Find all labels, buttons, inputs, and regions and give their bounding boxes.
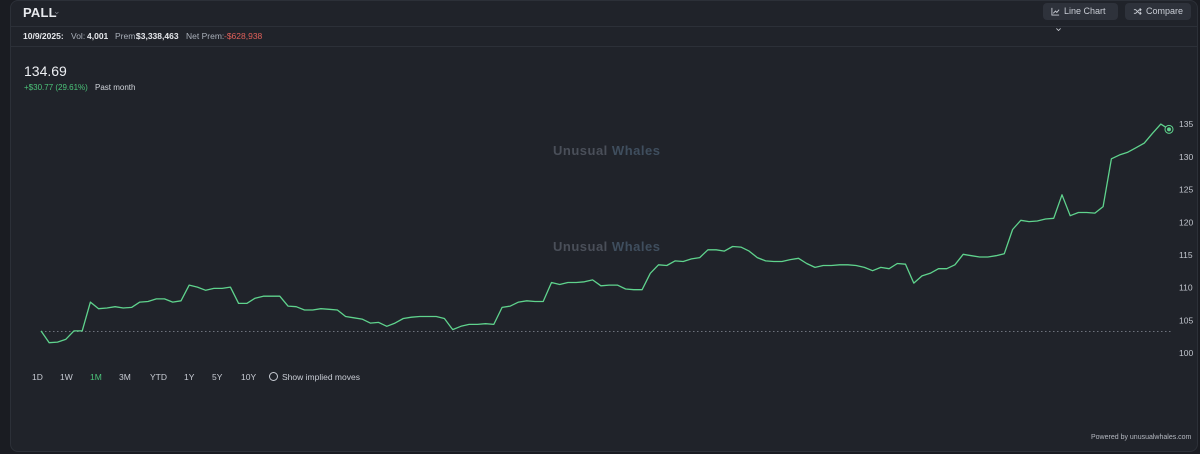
implied-moves-toggle[interactable]: Show implied moves: [269, 372, 360, 382]
y-tick-label: 130: [1179, 152, 1193, 162]
line-chart-icon: [1051, 7, 1060, 16]
range-10y[interactable]: 10Y: [241, 372, 257, 382]
y-tick-label: 120: [1179, 217, 1193, 227]
y-tick-label: 100: [1179, 348, 1193, 358]
chart-panel: PALL ⌄ Line Chart Compare 10/9/2025: Vol…: [10, 0, 1198, 452]
prem-label: Prem:: [115, 31, 138, 41]
shuffle-icon: [1133, 8, 1142, 15]
y-tick-label: 115: [1179, 250, 1193, 260]
compare-label: Compare: [1146, 6, 1184, 16]
powered-by[interactable]: Powered by unusualwhales.com: [1091, 434, 1192, 441]
last-point-dot: [1167, 127, 1171, 132]
prem-value: $3,338,463: [136, 31, 179, 41]
ticker-symbol[interactable]: PALL: [23, 5, 57, 20]
watermark-logo: Unusual Whales: [553, 239, 661, 254]
range-1y[interactable]: 1Y: [184, 372, 195, 382]
net-prem-label: Net Prem:: [186, 31, 225, 41]
range-3m[interactable]: 3M: [119, 372, 131, 382]
current-price: 134.69: [24, 63, 67, 79]
net-prem-value: -$628,938: [224, 31, 263, 41]
vol-value: 4,001: [87, 31, 109, 41]
y-tick-label: 105: [1179, 315, 1193, 325]
y-tick-label: 135: [1179, 119, 1193, 129]
range-1d[interactable]: 1D: [32, 372, 43, 382]
price-series-line: [40, 123, 1170, 344]
stats-date: 10/9/2025:: [23, 31, 64, 41]
vol-label: Vol:: [71, 31, 86, 41]
line-chart-button[interactable]: Line Chart: [1043, 3, 1118, 32]
compare-button[interactable]: Compare: [1125, 3, 1191, 20]
chevron-down-icon[interactable]: ⌄: [53, 6, 61, 16]
chevron-down-icon: [1056, 28, 1061, 32]
watermark-logo: Unusual Whales: [553, 143, 661, 158]
range-1m[interactable]: 1M: [90, 372, 102, 382]
price-line-chart[interactable]: 100 105 110 115 120 125 130 135: [11, 1, 1197, 371]
line-chart-label: Line Chart: [1064, 6, 1106, 16]
price-change: +$30.77 (29.61%): [24, 83, 88, 92]
implied-moves-label: Show implied moves: [282, 372, 360, 382]
range-5y[interactable]: 5Y: [212, 372, 223, 382]
period-label: Past month: [95, 83, 136, 92]
header-bar: PALL ⌄ Line Chart Compare: [11, 1, 1197, 32]
stats-bar: 10/9/2025: Vol: 4,001 Prem: $3,338,463 N…: [11, 26, 1197, 47]
range-1w[interactable]: 1W: [60, 372, 73, 382]
y-tick-label: 110: [1179, 283, 1193, 293]
y-tick-label: 125: [1179, 185, 1193, 195]
radio-circle-icon: [269, 372, 278, 381]
range-ytd[interactable]: YTD: [150, 372, 167, 382]
